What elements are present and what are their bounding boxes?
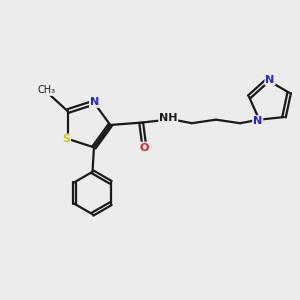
Text: N: N xyxy=(266,75,274,85)
Text: O: O xyxy=(140,142,149,153)
Text: N: N xyxy=(90,97,99,107)
Text: NH: NH xyxy=(159,113,178,123)
Text: S: S xyxy=(62,134,70,144)
Text: N: N xyxy=(253,116,262,126)
Text: CH₃: CH₃ xyxy=(38,85,56,95)
